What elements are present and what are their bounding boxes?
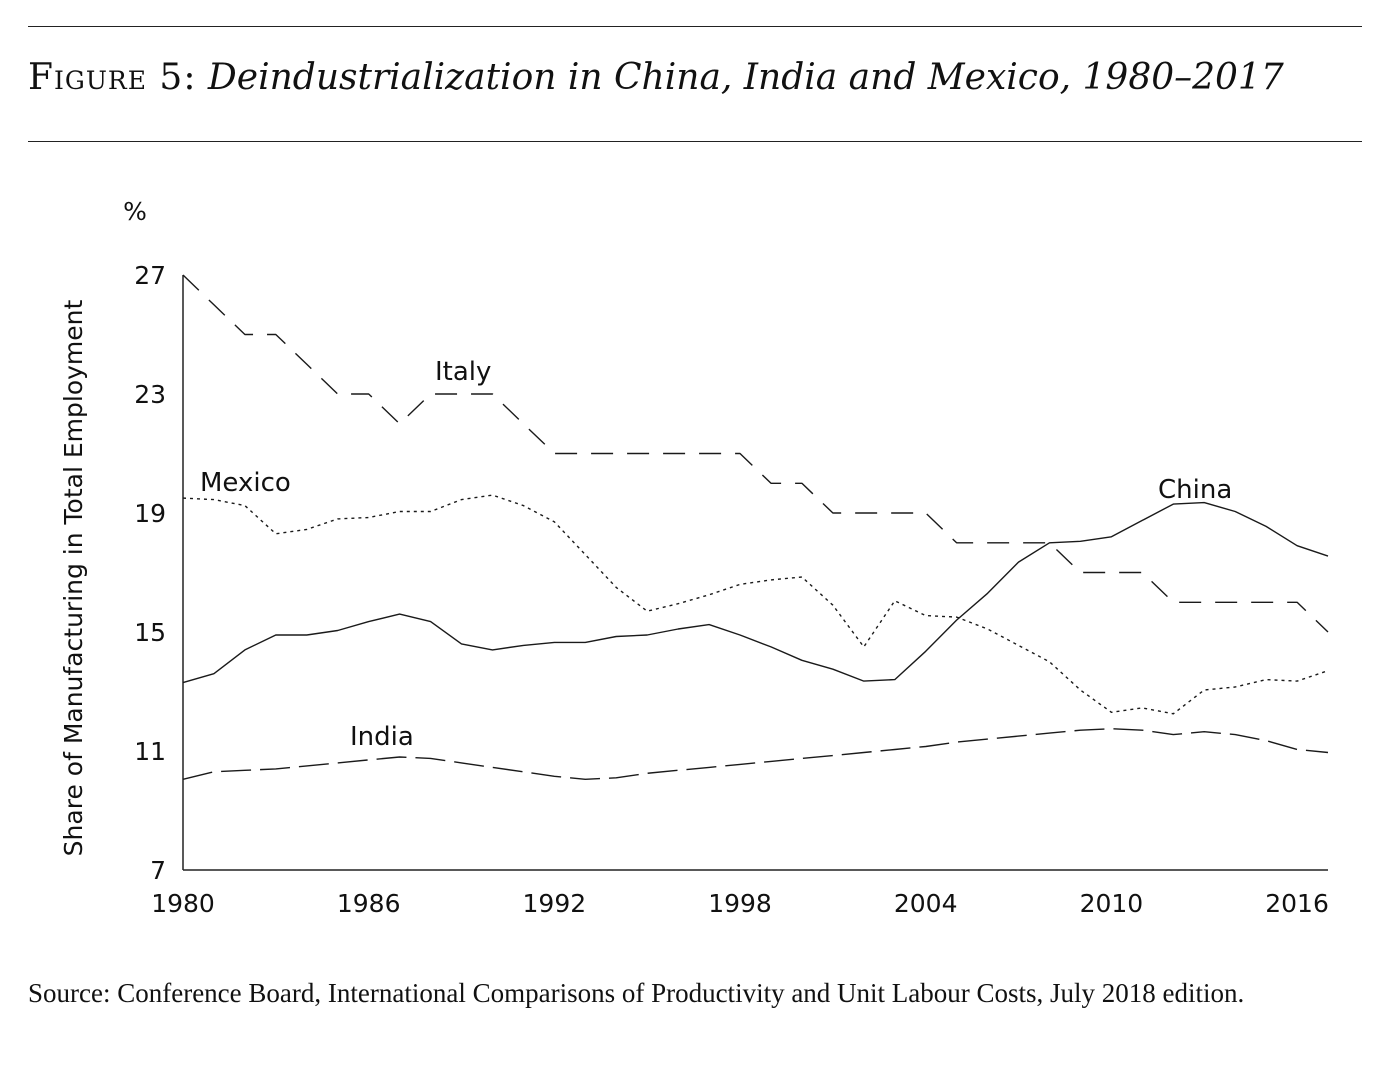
source-note: Source: Conference Board, International … — [28, 978, 1245, 1008]
y-tick-label: 23 — [134, 380, 166, 409]
series-label-mexico: Mexico — [200, 468, 291, 498]
line-chart: % Share of Manufacturing in Total Employ… — [59, 197, 1329, 918]
x-tick-label: 2010 — [1080, 889, 1144, 918]
figure-title: Figure 5: Deindustrialization in China, … — [28, 52, 1362, 104]
series-label-china: China — [1158, 475, 1232, 505]
y-tick-label: 27 — [134, 261, 166, 290]
y-tick-label: 19 — [134, 499, 166, 528]
series-line-italy — [182, 274, 1329, 633]
x-tick-label: 2004 — [894, 889, 958, 918]
chart-axes — [182, 275, 1328, 871]
y-tick-label: 15 — [134, 618, 166, 647]
y-axis-title: Share of Manufacturing in Total Employme… — [59, 299, 88, 856]
top-rule — [28, 26, 1362, 27]
y-tick-label: 11 — [134, 737, 166, 766]
x-tick-label: 2016 — [1265, 889, 1329, 918]
figure-title-text: Deindustrialization in China, India and … — [207, 57, 1284, 98]
series-line-china — [182, 501, 1329, 684]
series-label-italy: Italy — [435, 357, 491, 387]
series-line-mexico — [182, 494, 1329, 715]
x-tick-label: 1986 — [337, 889, 401, 918]
x-tick-label: 1980 — [151, 889, 215, 918]
figure-label: Figure 5: — [28, 57, 197, 98]
y-tick-labels: 7 11 15 19 23 27 — [134, 261, 166, 885]
series-lines — [182, 274, 1329, 780]
x-tick-label: 1992 — [523, 889, 587, 918]
y-unit-label: % — [123, 197, 147, 226]
x-tick-label: 1998 — [708, 889, 772, 918]
y-tick-label: 7 — [150, 856, 166, 885]
x-tick-labels: 1980 1986 1992 1998 2004 2010 2016 — [151, 889, 1329, 918]
series-labels: Italy Mexico China India — [200, 357, 1232, 752]
series-line-india — [182, 728, 1329, 780]
series-label-india: India — [350, 722, 414, 752]
bottom-rule — [28, 141, 1362, 142]
